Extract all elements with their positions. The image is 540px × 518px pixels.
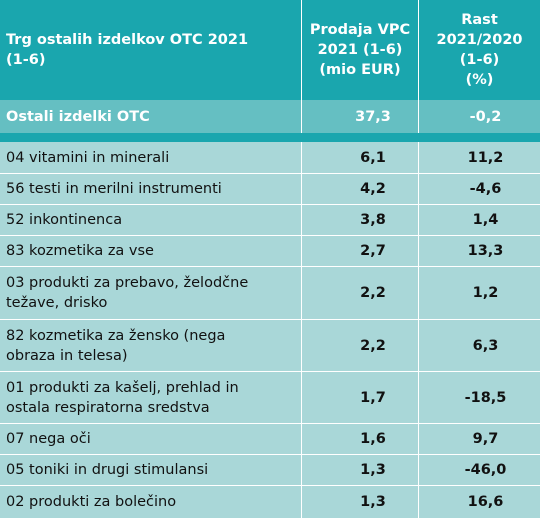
header-market: Trg ostalih izdelkov OTC 2021 (1-6)	[0, 0, 302, 100]
table-row: 82 kozmetika za žensko (nega obraza in t…	[0, 320, 540, 372]
row-label: 83 kozmetika za vse	[0, 236, 302, 266]
row-sales: 1,3	[302, 486, 419, 518]
table-row: 56 testi in merilni instrumenti 4,2 -4,6	[0, 174, 540, 205]
row-sales: 2,2	[302, 267, 419, 319]
header-divider	[0, 133, 540, 142]
table-row: 07 nega oči 1,6 9,7	[0, 424, 540, 455]
row-label: 05 toniki in drugi stimulansi	[0, 455, 302, 485]
table-row: 04 vitamini in minerali 6,1 11,2	[0, 142, 540, 174]
row-sales: 2,7	[302, 236, 419, 266]
table-row: 52 inkontinenca 3,8 1,4	[0, 205, 540, 236]
table-header: Trg ostalih izdelkov OTC 2021 (1-6) Prod…	[0, 0, 540, 100]
table-row: 05 toniki in drugi stimulansi 1,3 -46,0	[0, 455, 540, 486]
total-label: Ostali izdelki OTC	[0, 100, 302, 133]
row-growth: 1,4	[472, 212, 499, 228]
row-growth: 16,6	[467, 494, 504, 510]
row-sales: 2,2	[302, 320, 419, 371]
row-label: 56 testi in merilni instrumenti	[0, 174, 302, 204]
row-growth: 9,7	[472, 431, 499, 447]
row-growth: -46,0	[464, 462, 507, 478]
row-growth: 13,3	[467, 243, 504, 259]
row-label: 01 produkti za kašelj, prehlad in ostala…	[0, 372, 302, 423]
table-row: 01 produkti za kašelj, prehlad in ostala…	[0, 372, 540, 424]
total-growth: -0,2	[469, 108, 502, 125]
row-sales: 1,7	[302, 372, 419, 423]
row-label: 02 produkti za bolečino	[0, 486, 302, 518]
row-label: 03 produkti za prebavo, želodčne težave,…	[0, 267, 302, 319]
row-growth: 6,3	[472, 337, 499, 354]
row-growth: 1,2	[472, 285, 499, 301]
row-sales: 3,8	[302, 205, 419, 235]
row-growth: -4,6	[469, 181, 502, 197]
table-row: 83 kozmetika za vse 2,7 13,3	[0, 236, 540, 267]
header-growth: Rast 2021/2020 (1-6) (%)	[436, 12, 523, 88]
row-label: 04 vitamini in minerali	[0, 142, 302, 173]
row-growth: -18,5	[464, 389, 507, 406]
row-sales: 6,1	[302, 142, 419, 173]
row-label: 82 kozmetika za žensko (nega obraza in t…	[0, 320, 302, 371]
row-label: 52 inkontinenca	[0, 205, 302, 235]
row-growth: 11,2	[467, 149, 504, 166]
row-sales: 1,6	[302, 424, 419, 454]
table-row: 03 produkti za prebavo, želodčne težave,…	[0, 267, 540, 320]
header-sales: Prodaja VPC 2021 (1-6) (mio EUR)	[302, 0, 419, 100]
row-sales: 4,2	[302, 174, 419, 204]
row-label: 07 nega oči	[0, 424, 302, 454]
table-row: 02 produkti za bolečino 1,3 16,6	[0, 486, 540, 518]
total-sales: 37,3	[302, 100, 419, 133]
total-row: Ostali izdelki OTC 37,3 -0,2	[0, 100, 540, 133]
row-sales: 1,3	[302, 455, 419, 485]
